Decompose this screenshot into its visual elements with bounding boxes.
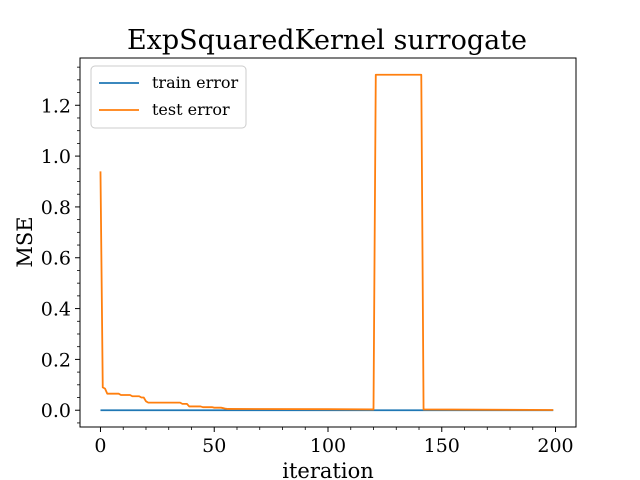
y-tick-label: 1.0	[41, 146, 71, 168]
x-tick-label: 100	[310, 435, 346, 457]
legend-entry-label: test error	[152, 100, 230, 119]
chart-title: ExpSquaredKernel surrogate	[127, 25, 527, 56]
x-tick-label: 0	[94, 435, 106, 457]
y-tick-label: 0.8	[41, 197, 71, 219]
y-tick-label: 0.4	[41, 299, 71, 321]
legend: train error test error	[90, 65, 247, 129]
x-axis-label: iteration	[282, 459, 373, 480]
series-line-test-error	[99, 73, 554, 411]
y-tick-label: 0.0	[41, 400, 71, 422]
legend-box	[90, 65, 247, 129]
x-tick-label: 200	[537, 435, 573, 457]
axis-ticks: 0 50 100 150 200 0.0 0.2 0.4 0.6 0.8 1.0 1.2	[41, 66, 574, 457]
x-tick-label: 150	[424, 435, 460, 457]
legend-entry-label: train error	[152, 73, 239, 92]
y-axis-label: MSE	[13, 216, 37, 267]
y-tick-label: 1.2	[41, 95, 71, 117]
x-tick-label: 50	[202, 435, 226, 457]
y-tick-label: 0.2	[41, 349, 71, 371]
y-tick-label: 0.6	[41, 248, 71, 270]
plot-area	[99, 73, 554, 412]
